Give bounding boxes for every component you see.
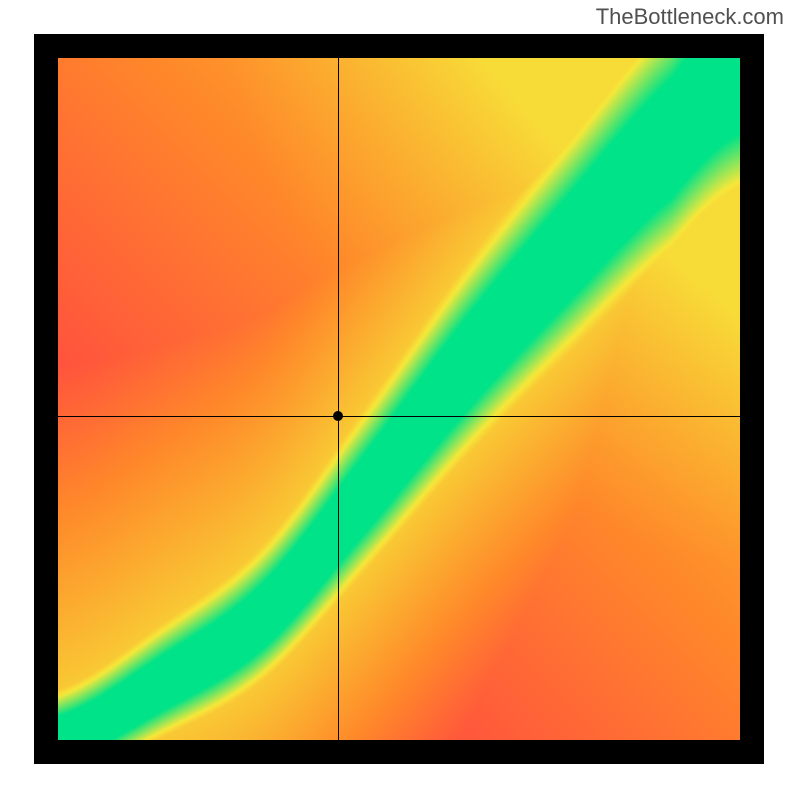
bottleneck-heatmap: [58, 58, 740, 740]
crosshair-horizontal: [58, 416, 740, 417]
crosshair-vertical: [338, 58, 339, 740]
attribution-text: TheBottleneck.com: [596, 4, 784, 30]
crosshair-marker: [333, 411, 343, 421]
chart-frame: [34, 34, 764, 764]
